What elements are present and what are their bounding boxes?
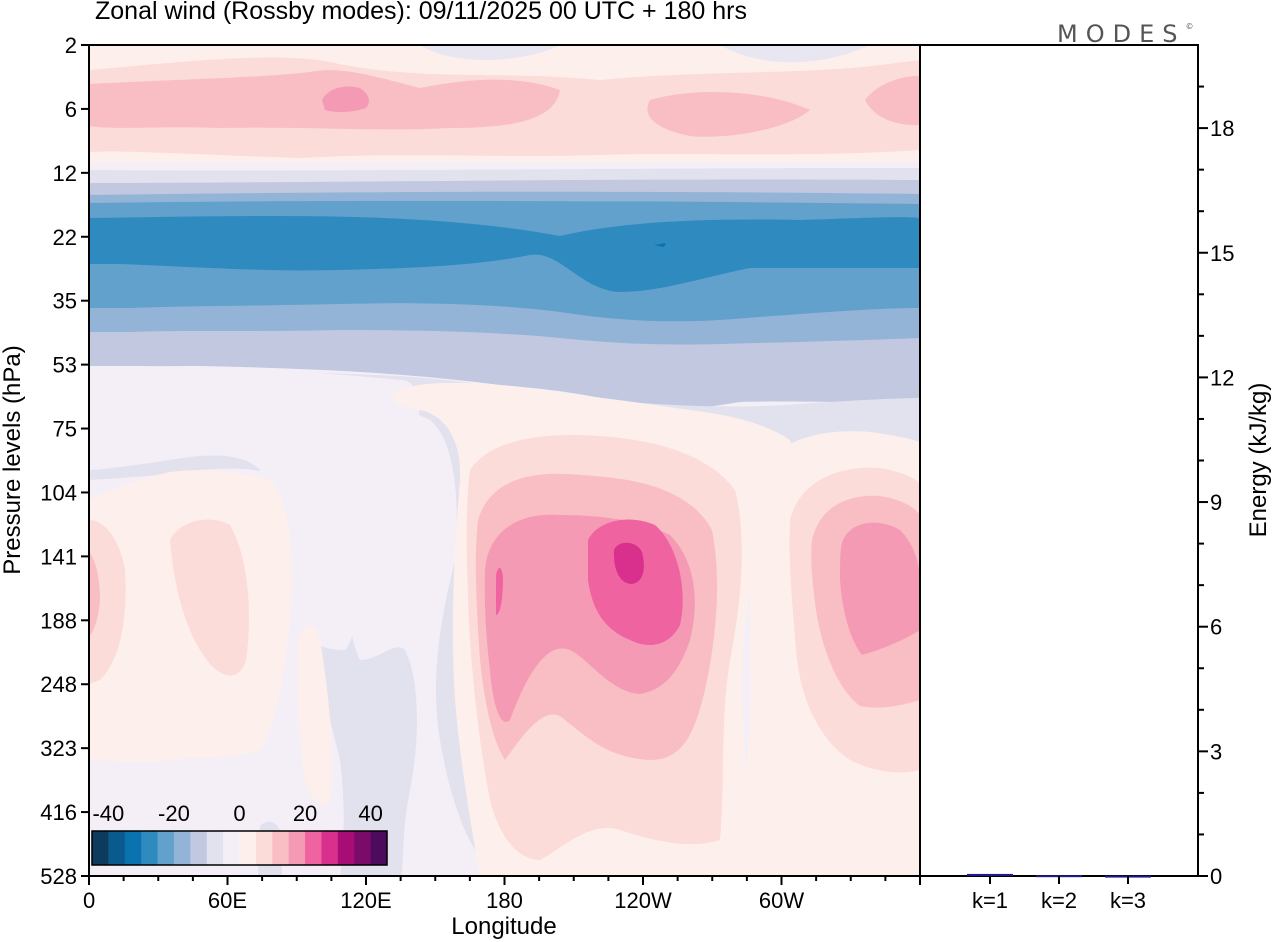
x-tick-label: 120E <box>340 888 391 913</box>
colorbar-label: 0 <box>233 801 245 826</box>
colorbar-swatch <box>321 831 339 865</box>
y-tick-label: 75 <box>53 417 77 442</box>
y-tick-label: 248 <box>40 672 77 697</box>
energy-tick-label: 12 <box>1210 365 1234 390</box>
colorbar-swatch <box>173 831 191 865</box>
energy-tick-label: 3 <box>1210 739 1222 764</box>
colorbar-swatch <box>239 831 257 865</box>
energy-tick-label: 0 <box>1210 864 1222 889</box>
colorbar-swatch <box>305 831 322 865</box>
colorbar-label: -20 <box>158 801 190 826</box>
energy-category-label: k=2 <box>1041 888 1077 913</box>
colorbar-swatch <box>255 831 273 865</box>
colorbar-border <box>91 830 388 866</box>
contour-left-light-1 <box>89 520 126 684</box>
y-axis-right: 0 3 6 9 12 15 18 <box>1198 85 1234 889</box>
x-axis-label: Longitude <box>451 913 556 940</box>
x-tick-label: 0 <box>83 888 95 913</box>
colorbar-swatch <box>288 831 306 865</box>
energy-axis-label: Energy (kJ/kg) <box>1245 383 1272 538</box>
contour-center-core-2 <box>496 567 503 615</box>
contour-strat-mid-2 <box>647 91 810 137</box>
colorbar-swatch <box>92 831 109 865</box>
contour-jet-dot <box>654 243 666 247</box>
y-tick-label: 188 <box>40 608 77 633</box>
contour-trop-neg-hole <box>89 366 420 650</box>
colorbar-swatch <box>272 831 290 865</box>
x-axis: 0 60E 120E 180 120W 60W <box>83 876 921 913</box>
contour-left-stripe <box>297 625 332 804</box>
energy-category-label: k=3 <box>1110 888 1146 913</box>
energy-tick-label: 6 <box>1210 615 1222 640</box>
y-tick-label: 141 <box>40 544 77 569</box>
energy-category-label: k=1 <box>972 888 1008 913</box>
colorbar-swatch <box>354 831 372 865</box>
contour-center-max <box>613 542 644 584</box>
contour-left-light-2 <box>170 519 249 676</box>
colorbar-swatch <box>141 831 158 865</box>
contour-field <box>89 45 920 876</box>
x-tick-label: 60E <box>208 888 247 913</box>
y-tick-label: 323 <box>40 736 77 761</box>
modes-logo: MODES© <box>1057 20 1194 48</box>
colorbar-label: 20 <box>293 801 317 826</box>
y-tick-label: 416 <box>40 800 77 825</box>
colorbar-swatch <box>190 831 208 865</box>
energy-panel-frame <box>919 44 1199 877</box>
x-tick-label: 120W <box>614 888 672 913</box>
colorbar-swatch <box>370 831 388 865</box>
y-tick-label: 12 <box>53 161 77 186</box>
colorbar-swatch <box>157 831 175 865</box>
colorbar-label: 40 <box>358 801 382 826</box>
contour-strat-neg-top <box>420 45 870 63</box>
colorbar-swatch <box>223 831 240 865</box>
energy-tick-label: 15 <box>1210 241 1234 266</box>
colorbar-swatch <box>108 831 126 865</box>
y-tick-label: 528 <box>40 864 77 889</box>
contour-strat-core <box>322 86 369 113</box>
contour-right-strong <box>840 522 920 655</box>
energy-tick-label: 9 <box>1210 490 1222 515</box>
colorbar-swatch <box>124 831 142 865</box>
contour-left-mid <box>89 552 100 636</box>
contour-strat-mid-3 <box>865 75 920 126</box>
colorbar-swatch <box>337 831 355 865</box>
y-axis-label: Pressure levels (hPa) <box>0 345 26 574</box>
y-tick-label: 53 <box>53 353 77 378</box>
y-tick-label: 22 <box>53 225 77 250</box>
y-tick-label: 35 <box>53 289 77 314</box>
y-tick-label: 2 <box>65 33 77 58</box>
energy-tick-label: 18 <box>1210 116 1234 141</box>
x-tick-label: 60W <box>759 888 804 913</box>
y-tick-label: 6 <box>65 97 77 122</box>
energy-x-axis: k=1 k=2 k=3 <box>972 876 1146 913</box>
colorbar: -40 -20 0 20 40 <box>91 801 388 866</box>
colorbar-swatch <box>206 831 224 865</box>
x-tick-label: 180 <box>486 888 523 913</box>
y-tick-label: 104 <box>40 480 77 505</box>
y-axis-left: 2 6 12 22 35 53 75 104 141 188 248 323 416 528 <box>40 33 89 889</box>
contour-jet-core <box>89 215 920 292</box>
energy-bar <box>967 873 1013 876</box>
chart-title: Zonal wind (Rossby modes): 09/11/2025 00… <box>95 0 747 25</box>
colorbar-label: -40 <box>92 801 124 826</box>
